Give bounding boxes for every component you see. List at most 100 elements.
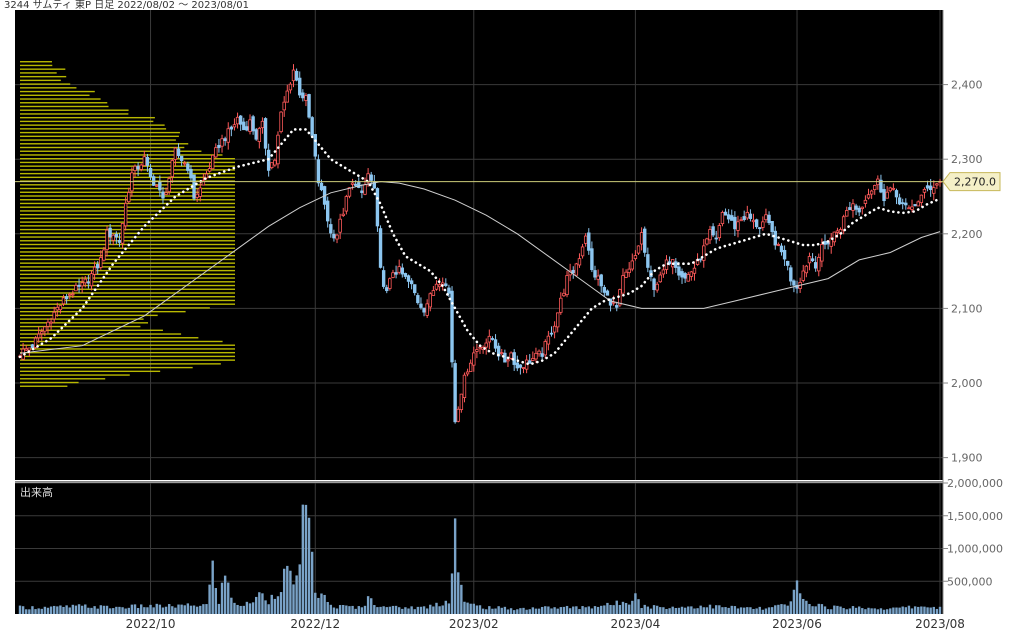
volume-bar [227,582,230,614]
volume-bar [453,518,457,614]
volume-bar [488,606,491,614]
volume-profile-bar [20,150,202,152]
candle-body [661,269,666,275]
volume-bar [836,605,839,614]
volume-profile-bar [20,187,235,190]
volume-bar [301,504,305,614]
candle-body [123,202,128,227]
volume-bar [21,606,25,614]
volume-bar [833,605,836,614]
volume-bar [497,606,500,614]
candle-body [111,234,115,241]
volume-bar [413,609,416,614]
volume-bar [37,608,40,614]
candle-body [52,311,56,320]
volume-profile-bar [20,146,185,149]
volume-bar [87,607,90,614]
candle-body [204,173,209,179]
volume-bar [774,605,777,614]
volume-bar [882,609,886,614]
candle-body [490,338,495,340]
volume-bar [391,605,395,614]
volume-bar [662,607,665,614]
volume-bar [494,608,497,614]
candle-body [779,245,784,253]
volume-bar [351,605,354,614]
candle-body [294,70,299,81]
volume-bar [205,604,208,614]
volume-bar [817,603,820,614]
candle-body [583,235,588,244]
candle-body [509,352,513,359]
candle-body [813,262,818,269]
volume-bar [761,609,765,614]
volume-bar [152,607,155,614]
volume-bar [711,608,715,614]
volume-profile-bar [20,236,235,238]
candle-body [316,159,321,184]
candle-body [242,121,246,131]
volume-profile-bar [20,284,235,287]
candle-body [235,116,240,125]
ma-long-line [19,181,941,354]
candle-body [577,258,582,266]
candle-body [602,287,607,293]
candle-body [562,292,566,297]
candle-body [158,181,162,191]
candle-body [195,193,199,198]
candle-body [590,248,594,271]
volume-bar [742,607,746,614]
candle-body [503,352,507,363]
volume-profile-bar [20,307,210,309]
candle-body [897,197,902,205]
volume-profile-bar [20,322,149,324]
volume-profile-bar [20,172,235,175]
volume-bar [136,608,140,614]
volume-bar [251,602,255,614]
candle-body [646,254,650,268]
volume-profile-bar [20,161,235,164]
candle-body [472,352,476,366]
candle-body [120,223,125,244]
volume-bar [578,609,581,614]
volume-profile-bar [20,247,235,249]
candle-body [919,194,924,203]
candle-body [776,244,781,246]
candle-body [739,219,743,222]
volume-bar [49,606,53,614]
candle-body [381,270,386,287]
candle-body [624,271,628,278]
candle-body [605,290,610,296]
volume-profile-bar [20,366,193,369]
volume-bar [248,603,252,614]
volume-bar [174,607,177,614]
volume-profile-bar [20,116,155,119]
volume-bar [183,605,186,614]
volume-bar [500,607,503,614]
volume-profile-bar [20,243,235,246]
volume-bar [373,605,376,614]
candle-body [214,147,218,158]
candle-body [428,293,432,308]
volume-bar [149,604,152,614]
volume-bar [655,605,659,614]
volume-bar [572,606,575,614]
candle-body [674,261,678,268]
candle-body [263,118,268,149]
volume-bar [830,609,833,614]
volume-bar [105,605,109,614]
volume-bar [273,598,277,614]
candle-body [366,173,370,183]
volume-profile-bar [20,72,57,74]
candle-body [720,212,725,225]
volume-bar [540,606,544,614]
volume-bar [401,608,404,614]
volume-bar [376,607,379,614]
volume-bar [56,606,59,614]
volume-profile-bar [20,355,235,358]
volume-bar [547,606,550,614]
volume-profile-bar [20,374,130,376]
candle-body [692,267,697,274]
volume-profile-bar [20,68,66,70]
volume-bar [680,606,684,614]
